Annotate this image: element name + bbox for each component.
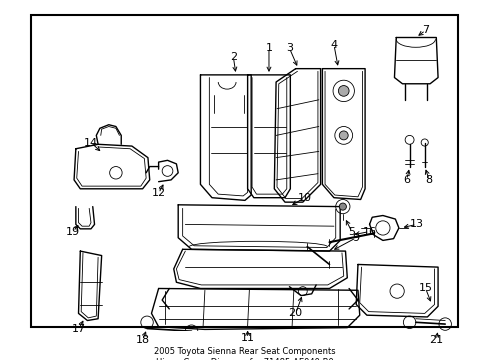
Text: 12: 12: [151, 188, 165, 198]
Text: 10: 10: [297, 193, 311, 203]
Text: 2: 2: [229, 52, 237, 62]
Text: 3: 3: [285, 43, 292, 53]
Text: 2005 Toyota Sienna Rear Seat Components
Hinge Cover Diagram for 71485-AE040-B0: 2005 Toyota Sienna Rear Seat Components …: [153, 347, 335, 360]
Text: 13: 13: [409, 219, 423, 229]
Text: 19: 19: [66, 226, 80, 237]
Text: 15: 15: [418, 283, 432, 293]
Text: 18: 18: [135, 335, 149, 345]
Text: 14: 14: [84, 138, 98, 148]
Circle shape: [339, 203, 346, 210]
Circle shape: [339, 131, 347, 140]
Text: 1: 1: [265, 43, 272, 53]
Text: 9: 9: [352, 233, 359, 243]
Text: 16: 16: [362, 226, 376, 237]
Text: 5: 5: [347, 226, 354, 237]
Text: 7: 7: [421, 25, 428, 35]
Circle shape: [338, 86, 348, 96]
Text: 4: 4: [330, 40, 337, 50]
Text: 20: 20: [288, 309, 302, 318]
Text: 21: 21: [428, 335, 443, 345]
Text: 6: 6: [403, 175, 409, 185]
Text: 8: 8: [425, 175, 432, 185]
Text: 11: 11: [240, 333, 254, 343]
Text: 17: 17: [71, 324, 85, 334]
